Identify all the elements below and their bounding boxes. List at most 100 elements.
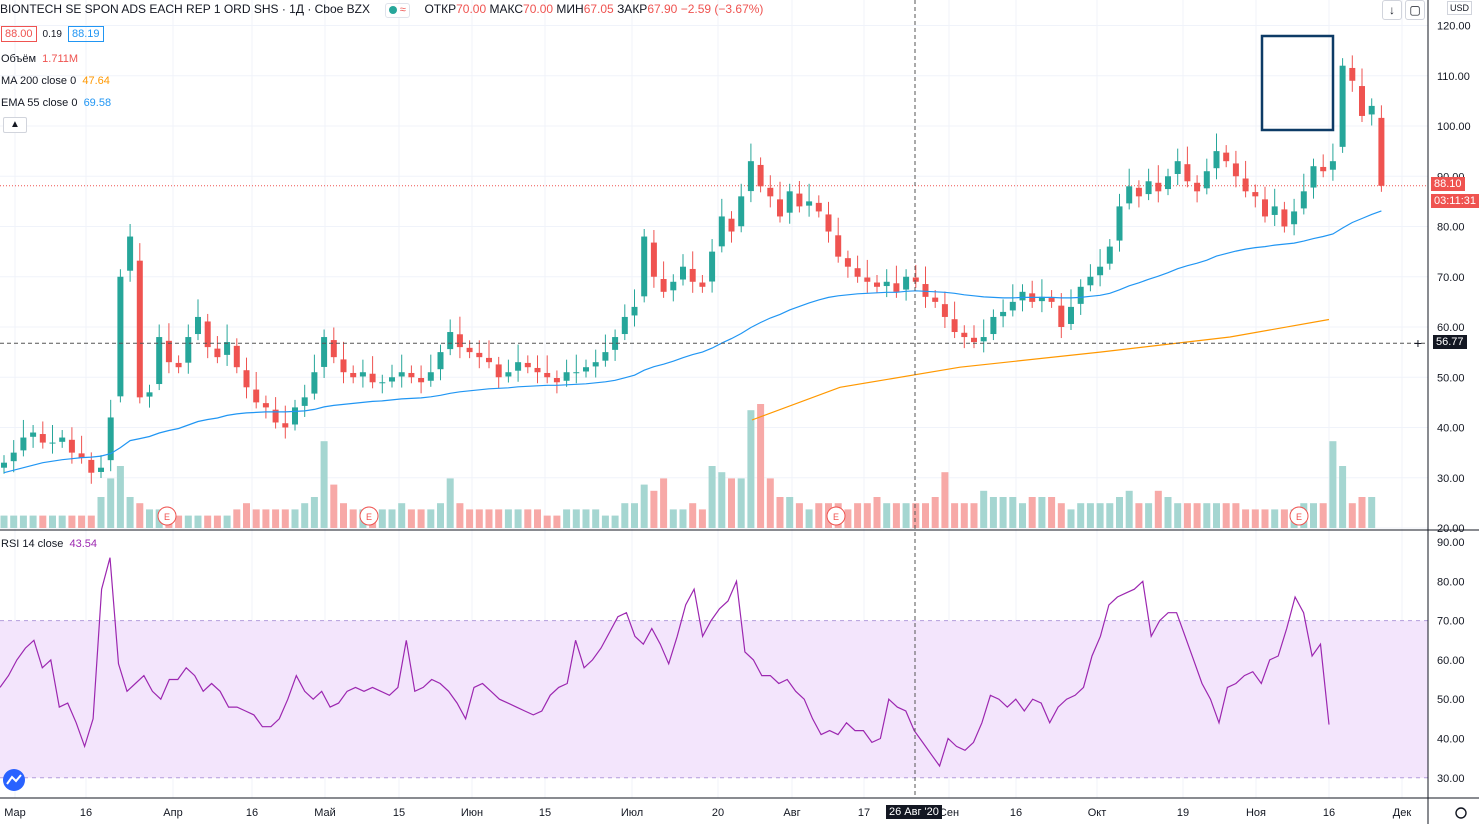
collapse-legend-button[interactable]: ▲ — [3, 117, 27, 133]
price-tick-label: 100.00 — [1437, 121, 1471, 133]
candle-body — [893, 283, 900, 292]
candle-body — [214, 348, 221, 358]
candle-body — [835, 235, 842, 257]
volume-bar — [766, 478, 774, 528]
rsi-tick-label: 50.00 — [1437, 694, 1465, 706]
bid-button[interactable]: 88.00 — [1, 26, 37, 42]
candle-body — [311, 372, 318, 394]
volume-bar — [737, 478, 745, 528]
candle-body — [146, 392, 153, 397]
candle-body — [369, 373, 376, 383]
candle-body — [534, 367, 541, 373]
volume-bar — [815, 503, 823, 528]
volume-bar — [466, 509, 474, 528]
candle-body — [301, 397, 308, 406]
candle-body — [1281, 209, 1288, 227]
candle-body — [476, 352, 483, 358]
candle-body — [505, 372, 512, 377]
candle-body — [563, 372, 570, 381]
candle-body — [1203, 171, 1210, 189]
volume-bar — [883, 503, 891, 528]
maximize-icon[interactable]: ▢ — [1405, 0, 1425, 20]
candle-body — [1359, 86, 1365, 116]
volume-bar — [553, 515, 561, 528]
candle-body — [874, 282, 880, 287]
volume-bar — [301, 503, 309, 528]
earnings-marker-label: E — [366, 512, 372, 522]
candle-body — [1106, 246, 1113, 264]
candle-body — [282, 423, 289, 428]
ask-button[interactable]: 88.19 — [68, 26, 104, 42]
candle-body — [195, 316, 201, 335]
candle-body — [292, 407, 298, 425]
candle-body — [1378, 117, 1385, 186]
open-value: 70.00 — [456, 2, 487, 16]
volume-bar — [698, 509, 706, 528]
volume-bar — [844, 509, 852, 528]
volume-bar — [252, 509, 260, 528]
volume-bar — [116, 466, 124, 528]
volume-bar — [456, 503, 464, 528]
status-pill[interactable]: ≈ — [384, 3, 410, 18]
volume-bar — [1203, 503, 1211, 528]
candle-body — [747, 161, 754, 192]
volume-bar — [1086, 503, 1094, 528]
candle-body — [553, 378, 560, 383]
volume-bar — [446, 478, 454, 528]
candle-body — [495, 364, 502, 378]
volume-bar — [272, 509, 280, 528]
candle-body — [1368, 105, 1375, 115]
price-tick-label: 80.00 — [1437, 222, 1465, 234]
candle-body — [39, 434, 46, 443]
crosshair-price-tag: 56.77 — [1433, 335, 1467, 349]
volume-bar — [1116, 497, 1123, 528]
close-value: 67.90 — [647, 2, 678, 16]
candle-body — [757, 164, 764, 187]
volume-bar — [1145, 503, 1153, 528]
volume-bar — [601, 515, 609, 528]
volume-bar — [184, 515, 192, 528]
candle-body — [1252, 192, 1259, 197]
arrow-down-icon[interactable]: ↓ — [1382, 0, 1402, 20]
candle-body — [1300, 191, 1307, 209]
candle-body — [88, 459, 95, 473]
settings-gear-icon — [1455, 807, 1467, 819]
volume-bar — [243, 503, 250, 528]
earnings-marker — [1289, 506, 1309, 526]
ema-label: EMA 55 close 0 — [1, 97, 78, 109]
volume-bar — [340, 503, 347, 528]
candle-body — [1310, 166, 1317, 188]
volume-bar — [1019, 503, 1026, 528]
volume-bar — [757, 404, 765, 528]
volume-bar — [68, 515, 76, 528]
volume-bar — [427, 509, 435, 528]
rsi-tick-label: 60.00 — [1437, 655, 1465, 667]
quote-box: 88.00 0.19 88.19 — [1, 26, 104, 42]
volume-bar — [126, 497, 134, 528]
rsi-line — [0, 557, 1330, 768]
volume-bar — [1193, 503, 1201, 528]
volume-bar — [941, 472, 949, 528]
rsi-tick-label: 30.00 — [1437, 773, 1465, 785]
candle-body — [408, 372, 415, 378]
volume-bar — [892, 503, 900, 528]
volume-bar — [572, 509, 580, 528]
candle-body — [156, 337, 163, 385]
time-tick-label: 20 — [712, 807, 724, 819]
chart-header: BIONTECH SE SPON ADS EACH REP 1 ORD SHS … — [0, 2, 763, 18]
volume-bar — [388, 509, 396, 528]
candle-body — [806, 201, 813, 206]
volume-bar — [1222, 503, 1230, 528]
volume-bar — [1028, 497, 1036, 528]
candle-body — [1048, 297, 1055, 302]
volume-bar — [1038, 497, 1046, 528]
time-tick-label: 16 — [80, 807, 92, 819]
volume-bar — [310, 497, 318, 528]
candle-body — [815, 202, 822, 212]
volume-bar — [1339, 466, 1347, 528]
candle-body — [738, 196, 745, 227]
crosshair-plus-icon: + — [1414, 335, 1422, 351]
volume-value: 1.711M — [42, 53, 79, 65]
volume-bar — [1057, 503, 1065, 528]
